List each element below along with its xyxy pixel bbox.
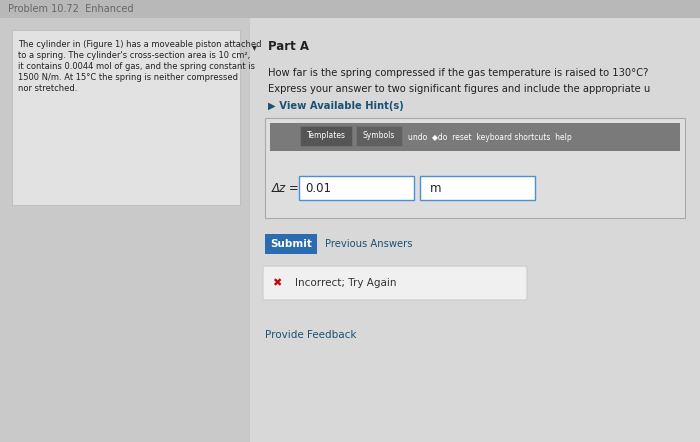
Text: 1500 N/m. At 15°C the spring is neither compressed: 1500 N/m. At 15°C the spring is neither … bbox=[18, 73, 238, 82]
Text: Incorrect; Try Again: Incorrect; Try Again bbox=[295, 278, 396, 288]
Text: ▶ View Available Hint(s): ▶ View Available Hint(s) bbox=[268, 101, 404, 111]
Text: Provide Feedback: Provide Feedback bbox=[265, 330, 356, 340]
FancyBboxPatch shape bbox=[265, 118, 685, 218]
Text: Symbols: Symbols bbox=[363, 132, 396, 141]
Text: undo  ◆do  reset  keyboard shortcuts  help: undo ◆do reset keyboard shortcuts help bbox=[408, 133, 572, 141]
FancyBboxPatch shape bbox=[270, 123, 680, 151]
Text: ✖: ✖ bbox=[272, 278, 281, 288]
FancyBboxPatch shape bbox=[265, 234, 317, 254]
Text: Templates: Templates bbox=[307, 132, 346, 141]
FancyBboxPatch shape bbox=[0, 0, 700, 18]
Text: nor stretched.: nor stretched. bbox=[18, 84, 78, 93]
Text: to a spring. The cylinder's cross-section area is 10 cm²,: to a spring. The cylinder's cross-sectio… bbox=[18, 51, 251, 60]
Text: How far is the spring compressed if the gas temperature is raised to 130°C?: How far is the spring compressed if the … bbox=[268, 68, 648, 78]
Text: Problem 10.72  Enhanced: Problem 10.72 Enhanced bbox=[8, 4, 134, 14]
Text: Δz =: Δz = bbox=[272, 182, 300, 194]
Text: Part A: Part A bbox=[268, 41, 309, 53]
FancyBboxPatch shape bbox=[356, 126, 402, 146]
FancyBboxPatch shape bbox=[263, 266, 527, 300]
Text: ▾: ▾ bbox=[252, 42, 257, 52]
Text: The cylinder in (Figure 1) has a moveable piston attached: The cylinder in (Figure 1) has a moveabl… bbox=[18, 40, 262, 49]
FancyBboxPatch shape bbox=[420, 176, 535, 200]
Text: Previous Answers: Previous Answers bbox=[325, 239, 412, 249]
Text: m: m bbox=[430, 182, 442, 194]
FancyBboxPatch shape bbox=[12, 30, 240, 205]
FancyBboxPatch shape bbox=[299, 176, 414, 200]
Text: Submit: Submit bbox=[270, 239, 312, 249]
FancyBboxPatch shape bbox=[250, 0, 700, 442]
Text: it contains 0.0044 mol of gas, and the spring constant is: it contains 0.0044 mol of gas, and the s… bbox=[18, 62, 255, 71]
Text: Express your answer to two significant figures and include the appropriate u: Express your answer to two significant f… bbox=[268, 84, 650, 94]
FancyBboxPatch shape bbox=[300, 126, 352, 146]
Text: 0.01: 0.01 bbox=[305, 182, 331, 194]
